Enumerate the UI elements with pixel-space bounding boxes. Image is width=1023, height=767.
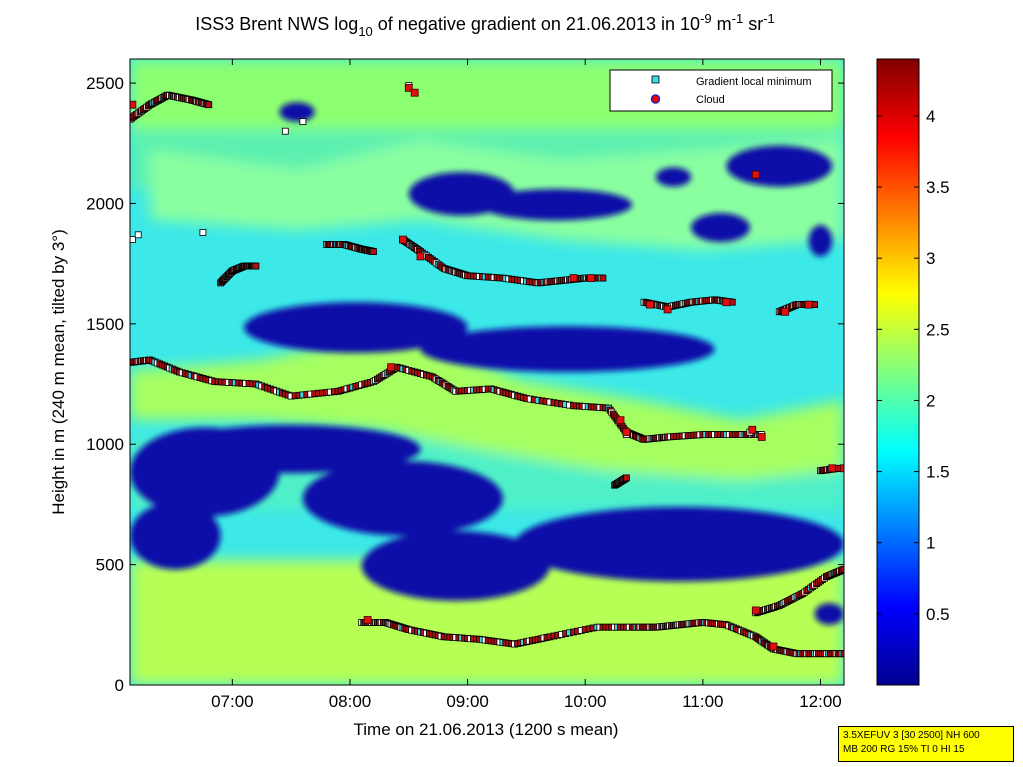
cloud-point [757, 433, 766, 441]
cloud-point [804, 300, 813, 309]
gradient-minimum-point [205, 101, 213, 109]
gradient-minimum-point [134, 231, 142, 239]
colorbar-ticks: 0.5 1 1.5 2 2.5 3 3.5 4 [877, 107, 950, 624]
cloud-point [840, 464, 844, 473]
cloud-point [363, 616, 372, 624]
y-tick-label: 1500 [86, 315, 124, 334]
colorbar-tick-label: 3.5 [926, 178, 950, 197]
gradient-minimum-point [130, 236, 136, 244]
low-value-region [130, 502, 221, 570]
cloud-point [410, 88, 419, 97]
y-tick-label: 2500 [86, 74, 124, 93]
legend: Gradient local minimum Cloud [609, 69, 833, 112]
colorbar-tick-label: 0.5 [926, 605, 950, 624]
low-value-region [655, 167, 692, 187]
y-tick-label: 0 [115, 676, 124, 695]
legend-cloud-marker [650, 94, 661, 104]
settings-info-line-1: 3.5XEFUV 3 [30 2500] NH 600 [843, 730, 980, 741]
gradient-minimum-point [623, 474, 630, 482]
legend-cloud-label: Cloud [696, 94, 725, 106]
low-value-region [279, 102, 315, 122]
cloud-point [751, 170, 760, 179]
cloud-point [622, 428, 631, 437]
x-axis-ticks: 07:00 08:00 09:00 10:00 11:00 12:00 [211, 59, 842, 711]
cloud-point [130, 100, 137, 109]
cloud-point [828, 464, 837, 473]
gradient-minimum-point [199, 228, 207, 236]
gradient-minimum-point [840, 566, 844, 573]
low-value-region [479, 189, 633, 221]
low-value-region [244, 302, 468, 353]
low-value-region [420, 326, 715, 372]
cloud-point [387, 363, 396, 372]
low-value-region [361, 530, 550, 601]
x-tick-label: 12:00 [799, 692, 842, 711]
x-tick-label: 11:00 [682, 692, 723, 711]
x-tick-label: 10:00 [564, 692, 607, 711]
low-value-regions [130, 102, 844, 625]
legend-box [609, 69, 833, 112]
cloud-point [748, 425, 757, 434]
cloud-point [722, 298, 731, 307]
x-tick-label: 08:00 [329, 692, 372, 711]
y-axis-ticks: 0 500 1000 1500 2000 2500 [86, 74, 844, 695]
cloud-point [416, 252, 425, 261]
cloud-point [569, 274, 578, 283]
y-tick-label: 2000 [86, 194, 124, 213]
gradient-minimum-point [840, 650, 844, 658]
cloud-markers [130, 84, 844, 651]
gradient-minimum-point [252, 262, 260, 270]
colorbar-tick-label: 3 [926, 249, 935, 268]
cloud-point [398, 235, 407, 244]
colorbar-tick-label: 4 [926, 107, 935, 126]
x-tick-label: 09:00 [446, 692, 489, 711]
heatmap-plot-area [130, 59, 844, 685]
low-value-region [691, 213, 750, 242]
cloud-point [646, 300, 654, 309]
gradient-minimum-point [299, 118, 307, 125]
x-axis-label: Time on 21.06.2013 (1200 s mean) [354, 720, 619, 739]
colorbar-tick-label: 2.5 [926, 320, 950, 339]
cloud-point [769, 642, 778, 651]
low-value-region [514, 506, 844, 582]
cloud-point [616, 416, 625, 425]
cloud-point [781, 307, 790, 316]
low-value-region [161, 424, 421, 474]
colorbar-tick-label: 1.5 [926, 463, 950, 482]
gradient-minimum-point [281, 127, 289, 135]
colorbar-tick-label: 2 [926, 391, 935, 410]
y-axis-label: Height in m (240 m mean, tilted by 3°) [49, 229, 68, 515]
cloud-point [663, 305, 672, 314]
y-tick-label: 1000 [86, 435, 124, 454]
y-tick-label: 500 [96, 556, 124, 575]
low-value-region [808, 225, 833, 257]
colorbar-tick-label: 1 [926, 534, 935, 553]
legend-minimum-marker [651, 75, 660, 84]
cloud-point [404, 84, 413, 92]
settings-info-line-2: MB 200 RG 15% TI 0 HI 15 [843, 744, 965, 755]
colorbar [876, 58, 920, 686]
plot-frame [129, 58, 845, 686]
low-value-region [814, 603, 844, 625]
legend-minimum-label: Gradient local minimum [696, 76, 812, 88]
chart-title: ISS3 Brent NWS log10 of negative gradien… [195, 11, 775, 39]
gradient-minimum-point [599, 274, 607, 282]
low-value-region [726, 145, 833, 187]
cloud-point [587, 274, 595, 283]
settings-info-box: 3.5XEFUV 3 [30 2500] NH 600 MB 200 RG 15… [838, 726, 1014, 762]
cloud-point [751, 606, 760, 615]
x-tick-label: 07:00 [211, 692, 254, 711]
gradient-minimum-point [370, 248, 377, 256]
low-value-region [302, 461, 503, 536]
